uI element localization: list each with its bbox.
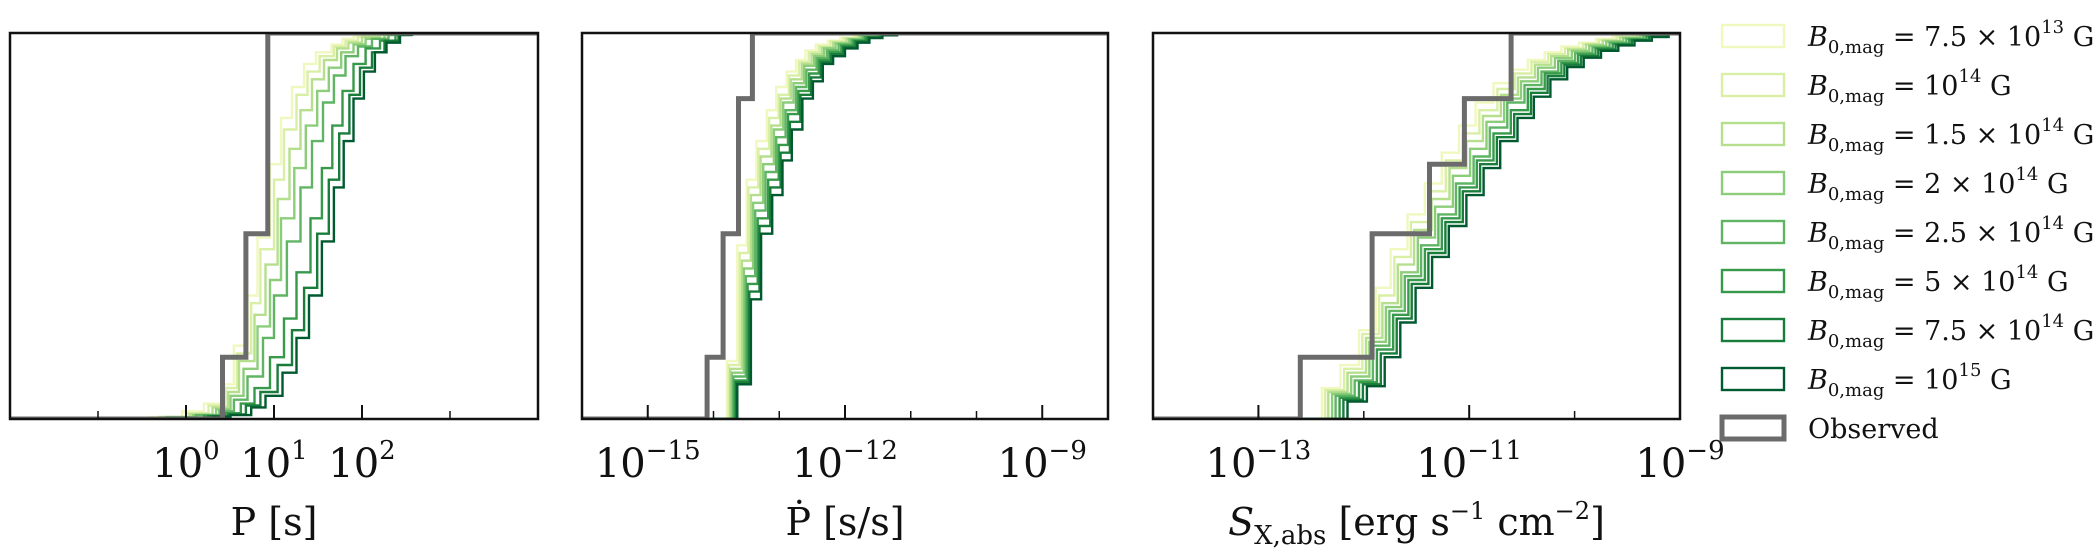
axes-frame [580,31,1110,421]
plot-area [1153,33,1680,419]
model-series-2 [10,33,538,419]
legend-swatch [1720,72,1786,98]
legend-entry: B0,mag = 2 × 1014 G [1720,164,2069,205]
model-series-5 [582,33,1108,419]
model-series-2 [1153,33,1680,419]
model-series-1 [582,33,1108,419]
x-tick-label: 10−11 [1416,436,1522,487]
legend-label: B0,mag = 5 × 1014 G [1807,262,2069,303]
panel-3: 10−13 10−11 10−9 SX,abs [erg s−1 cm−2] [1151,31,1725,551]
model-series-7 [10,33,538,419]
legend-entry: B0,mag = 7.5 × 1014 G [1720,311,2094,352]
model-series-7 [1153,33,1680,419]
x-axis-label: SX,abs [erg s−1 cm−2] [1228,497,1605,551]
model-series-5 [10,33,538,419]
legend-swatch [1720,219,1786,245]
legend-label-observed: Observed [1808,414,1939,445]
model-series-4 [582,33,1108,419]
model-series-5 [1153,33,1680,419]
model-series-1 [10,33,538,419]
legend-swatch [1720,121,1786,147]
model-series-6 [1153,33,1680,419]
legend-swatch [1719,414,1787,442]
legend-entry: B0,mag = 5 × 1014 G [1720,262,2069,303]
legend-swatch [1720,317,1786,343]
legend: B0,mag = 7.5 × 1013 G B0,mag = 1014 G B0,m… [1719,17,2094,445]
legend-label: B0,mag = 1015 G [1807,360,2012,401]
model-series-8 [582,33,1108,419]
legend-label: B0,mag = 2 × 1014 G [1807,164,2069,205]
x-tick-label: 10−13 [1206,436,1312,487]
x-tick-label: 10−9 [998,436,1087,487]
model-series-8 [10,33,538,419]
x-tick-label: 102 [328,436,395,487]
legend-swatch [1720,23,1786,49]
model-series-3 [582,33,1108,419]
model-series-3 [10,33,538,419]
x-axis-label: P [s] [231,500,318,544]
legend-entry: B0,mag = 7.5 × 1013 G [1720,17,2094,58]
legend-label: B0,mag = 7.5 × 1013 G [1807,17,2094,58]
model-series-1 [1153,33,1680,419]
x-tick-label: 10−9 [1635,436,1724,487]
legend-swatch [1720,366,1786,392]
legend-swatch [1720,170,1786,196]
legend-label: B0,mag = 1014 G [1807,66,2012,107]
axes-frame [1151,31,1682,421]
legend-label: B0,mag = 1.5 × 1014 G [1807,115,2094,156]
model-series-7 [582,33,1108,419]
legend-entry: B0,mag = 1014 G [1720,66,2012,107]
model-series-6 [582,33,1108,419]
model-series-3 [1153,33,1680,419]
observed-series [582,33,1108,419]
legend-swatch [1720,268,1786,294]
observed-series [1153,33,1680,419]
panel-2: 10−15 10−12 10−9 Ṗ [s/s] [580,31,1110,544]
model-series-8 [1153,33,1680,419]
x-tick-label: 100 [152,436,219,487]
model-series-2 [582,33,1108,419]
model-series-4 [1153,33,1680,419]
legend-entry: B0,mag = 1015 G [1720,360,2012,401]
plot-area [582,33,1108,419]
x-axis-label: Ṗ [s/s] [785,500,904,544]
legend-entry: B0,mag = 2.5 × 1014 G [1720,213,2094,254]
x-tick-label: 10−15 [595,436,701,487]
x-tick-label: 10−12 [792,436,898,487]
model-series-6 [10,33,538,419]
legend-entry: B0,mag = 1.5 × 1014 G [1720,115,2094,156]
legend-entry-observed: Observed [1719,414,1939,445]
model-series-4 [10,33,538,419]
observed-series [10,33,538,419]
x-tick-label: 101 [240,436,307,487]
legend-label: B0,mag = 2.5 × 1014 G [1807,213,2094,254]
legend-label: B0,mag = 7.5 × 1014 G [1807,311,2094,352]
plot-area [10,33,538,419]
